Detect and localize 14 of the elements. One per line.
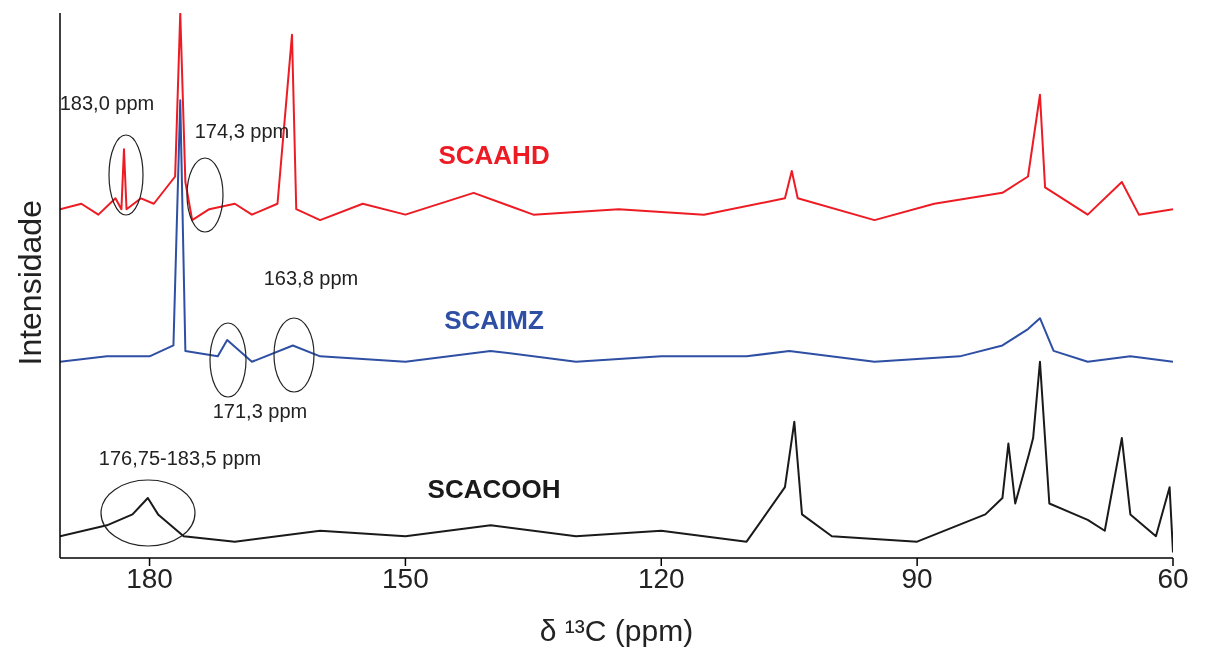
annotation: 163,8 ppm bbox=[263, 267, 359, 290]
x-tick-label: 60 bbox=[1157, 562, 1189, 594]
series-label: SCAIMZ bbox=[444, 305, 544, 336]
x-tick-label: 180 bbox=[126, 562, 173, 594]
x-tick-label: 120 bbox=[637, 562, 685, 594]
x-axis-title: δ ¹³C (ppm) bbox=[539, 614, 694, 647]
y-axis-title: Intensidade bbox=[12, 200, 49, 366]
series-label: SCACOOH bbox=[427, 474, 561, 505]
series-label: SCAAHD bbox=[438, 140, 550, 171]
annotation: 176,75-183,5 ppm bbox=[98, 447, 262, 470]
x-tick-label: 150 bbox=[382, 562, 429, 594]
annotation: 171,3 ppm bbox=[212, 400, 308, 423]
annotation: 183,0 ppm bbox=[59, 92, 155, 115]
x-tick-label: 90 bbox=[901, 562, 933, 594]
